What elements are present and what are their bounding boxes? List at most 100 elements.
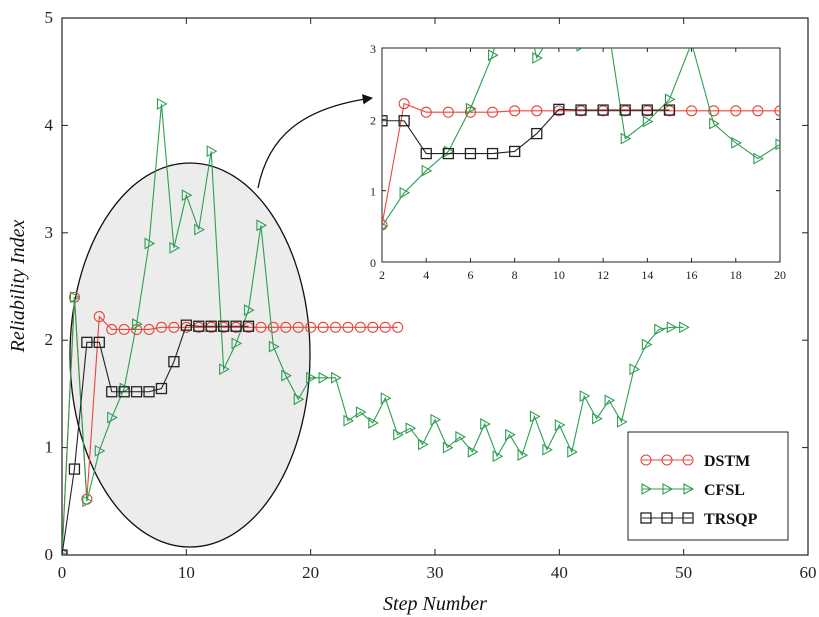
main-point-cfsl xyxy=(455,430,466,443)
main-point-trsqp xyxy=(242,320,255,332)
main-point-cfsl xyxy=(169,241,181,254)
main-point-cfsl xyxy=(293,393,305,406)
inset-point-cfsl xyxy=(465,102,477,115)
inset-y-tick-label: 2 xyxy=(370,113,376,127)
main-x-tick-label: 0 xyxy=(58,563,67,582)
inset-point-trsqp xyxy=(464,147,477,160)
inset-x-tick-label: 20 xyxy=(774,268,786,282)
main-point-trsqp xyxy=(93,336,105,348)
main-point-trsqp xyxy=(68,463,81,475)
main-point-cfsl xyxy=(94,444,106,457)
main-y-tick-label: 2 xyxy=(45,330,54,349)
legend-marker-cfsl xyxy=(683,483,695,495)
main-y-tick-label: 1 xyxy=(45,438,54,457)
main-point-cfsl xyxy=(654,323,665,336)
inset-point-cfsl xyxy=(753,152,765,165)
main-point-dstm xyxy=(354,321,366,333)
main-point-cfsl xyxy=(330,371,342,384)
inset-point-dstm xyxy=(531,105,543,117)
inset-point-trsqp xyxy=(663,104,676,116)
main-point-cfsl xyxy=(256,219,268,232)
inset-point-dstm xyxy=(752,105,764,117)
main-point-cfsl xyxy=(156,97,168,110)
inset-y-tick-label: 1 xyxy=(370,185,376,199)
main-point-cfsl xyxy=(144,237,156,250)
inset-point-cfsl xyxy=(576,48,584,52)
main-point-cfsl xyxy=(405,422,417,435)
inset-point-cfsl xyxy=(664,93,676,106)
legend-marker-cfsl xyxy=(641,483,653,495)
main-y-tick-label: 4 xyxy=(45,115,54,134)
main-series-line-cfsl xyxy=(62,103,684,555)
main-x-tick-label: 10 xyxy=(178,563,195,582)
main-point-cfsl xyxy=(666,321,678,334)
main-point-trsqp xyxy=(168,356,180,368)
main-point-cfsl xyxy=(181,189,193,202)
inset-point-dstm xyxy=(382,219,388,231)
main-point-cfsl xyxy=(641,338,653,351)
inset-x-tick-label: 8 xyxy=(512,268,518,282)
main-point-trsqp xyxy=(230,320,242,332)
main-point-dstm xyxy=(118,323,130,336)
inset-point-dstm xyxy=(398,98,410,110)
legend-label-dstm: DSTM xyxy=(704,453,750,470)
main-point-cfsl xyxy=(492,450,504,463)
main-point-cfsl xyxy=(554,419,566,431)
main-point-dstm xyxy=(93,311,105,323)
inset-point-trsqp xyxy=(619,104,631,116)
legend-marker-trsqp xyxy=(640,512,652,524)
inset-point-cfsl xyxy=(488,49,499,62)
main-point-cfsl xyxy=(629,363,641,376)
main-point-cfsl xyxy=(517,449,529,462)
inset-y-tick-label: 0 xyxy=(370,256,376,270)
inset-point-trsqp xyxy=(486,147,499,160)
main-point-cfsl xyxy=(442,441,454,454)
inset-point-dstm xyxy=(686,105,698,117)
main-point-cfsl xyxy=(243,304,255,317)
main-y-tick-label: 5 xyxy=(45,8,54,27)
main-point-cfsl xyxy=(592,412,603,425)
legend-marker-dstm xyxy=(661,454,673,466)
inset-x-tick-label: 6 xyxy=(467,268,473,282)
inset-x-tick-label: 2 xyxy=(379,268,385,282)
main-point-cfsl xyxy=(281,369,292,382)
legend-marker-dstm xyxy=(682,454,694,466)
main-point-cfsl xyxy=(206,145,218,158)
main-point-trsqp xyxy=(155,382,168,395)
legend-label-trsqp: TRSQP xyxy=(704,511,758,528)
main-point-dstm xyxy=(392,321,404,333)
main-point-trsqp xyxy=(81,336,93,348)
inset-point-trsqp xyxy=(509,145,521,158)
main-point-dstm xyxy=(106,323,118,336)
main-point-cfsl xyxy=(604,394,616,407)
main-point-cfsl xyxy=(542,443,554,456)
main-point-cfsl xyxy=(480,418,491,430)
inset-x-tick-label: 10 xyxy=(553,268,565,282)
inset-background xyxy=(381,47,781,263)
inset-point-trsqp xyxy=(597,104,609,116)
inset-y-tick-label: 3 xyxy=(370,42,376,56)
legend-marker-dstm xyxy=(640,454,652,466)
main-point-cfsl xyxy=(505,428,516,441)
inset-x-tick-label: 12 xyxy=(597,268,609,282)
main-point-cfsl xyxy=(467,445,479,458)
main-point-cfsl xyxy=(69,291,81,304)
main-point-trsqp xyxy=(106,386,118,398)
inset-point-cfsl xyxy=(532,52,543,64)
inset-x-tick-label: 18 xyxy=(730,268,742,282)
main-point-dstm xyxy=(305,321,317,333)
main-point-cfsl xyxy=(355,406,367,419)
inset-point-cfsl xyxy=(687,48,689,49)
inset-point-cfsl xyxy=(642,115,654,128)
main-point-cfsl xyxy=(343,414,355,427)
inset-point-dstm xyxy=(708,105,720,117)
main-point-cfsl xyxy=(306,371,317,384)
legend-marker-trsqp xyxy=(661,512,673,524)
main-point-dstm xyxy=(267,321,279,333)
main-point-trsqp xyxy=(180,319,192,331)
main-point-trsqp xyxy=(205,320,217,332)
main-point-trsqp xyxy=(193,320,205,332)
main-point-cfsl xyxy=(231,337,243,350)
